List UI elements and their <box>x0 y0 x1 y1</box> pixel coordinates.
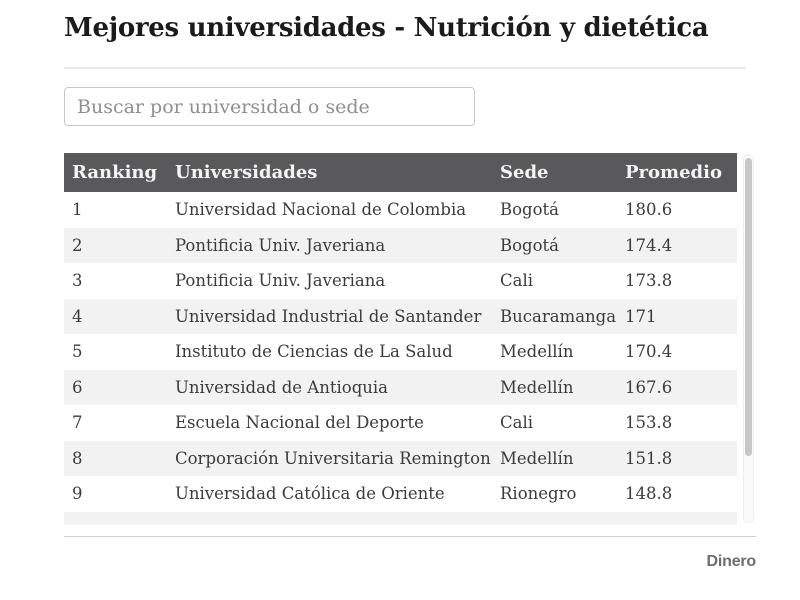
table-row: 8 Corporación Universitaria Remington Me… <box>64 440 737 476</box>
cell-sede: Medellín <box>500 342 574 362</box>
cell-universidad: Pontificia Univ. Javeriana <box>175 235 386 255</box>
cell-promedio: 170.4 <box>625 342 673 362</box>
cell-universidad: Universidad Industrial de Santander <box>175 306 482 326</box>
cell-sede: Bogotá <box>500 235 560 255</box>
cell-universidad: Instituto de Ciencias de La Salud <box>175 342 453 362</box>
cell-sede: Medellín <box>500 377 574 397</box>
title-divider <box>64 67 746 69</box>
cell-sede: Rionegro <box>500 484 577 504</box>
cell-promedio: 151.8 <box>625 448 673 468</box>
scrollbar-thumb[interactable] <box>745 158 752 456</box>
table-row: 2 Pontificia Univ. Javeriana Bogotá 174.… <box>64 227 737 263</box>
column-header-universidades: Universidades <box>175 153 500 192</box>
cell-promedio <box>625 512 737 526</box>
column-header-promedio: Promedio <box>625 153 737 192</box>
cell-ranking: 8 <box>72 448 83 468</box>
cell-universidad: Escuela Nacional del Deporte <box>175 413 424 433</box>
table-row: 7 Escuela Nacional del Deporte Cali 153.… <box>64 405 737 441</box>
cell-sede: Bogotá <box>500 200 560 220</box>
table-row: 5 Instituto de Ciencias de La Salud Mede… <box>64 334 737 370</box>
cell-ranking: 1 <box>72 200 83 220</box>
scrollbar-track[interactable] <box>743 154 754 523</box>
cell-promedio: 173.8 <box>625 271 673 291</box>
cell-ranking: 7 <box>72 413 83 433</box>
cell-sede: Cali <box>500 413 534 433</box>
cell-sede: Bucaramanga <box>500 306 617 326</box>
footer-divider <box>64 536 756 537</box>
cell-universidad: Universidad Nacional de Colombia <box>175 200 467 220</box>
page-title: Mejores universidades - Nutrición y diet… <box>64 13 709 43</box>
cell-promedio: 174.4 <box>625 235 673 255</box>
cell-ranking: 2 <box>72 235 83 255</box>
cell-ranking: 9 <box>72 484 83 504</box>
search-input[interactable] <box>64 87 475 126</box>
table-header-row: Ranking Universidades Sede Promedio <box>64 153 737 192</box>
cell-promedio: 180.6 <box>625 200 673 220</box>
cell-promedio: 167.6 <box>625 377 673 397</box>
cell-promedio: 148.8 <box>625 484 673 504</box>
ranking-table-container: Ranking Universidades Sede Promedio 1 Un… <box>64 153 756 525</box>
table-row: 1 Universidad Nacional de Colombia Bogot… <box>64 192 737 228</box>
cell-promedio: 171 <box>625 306 657 326</box>
table-row: 9 Universidad Católica de Oriente Rioneg… <box>64 476 737 512</box>
column-header-sede: Sede <box>500 153 625 192</box>
table-body: 1 Universidad Nacional de Colombia Bogot… <box>64 192 737 525</box>
table-row: 3 Pontificia Univ. Javeriana Cali 173.8 <box>64 263 737 299</box>
cell-ranking: 4 <box>72 306 83 326</box>
cell-sede: Medellín <box>500 448 574 468</box>
table-row-clipped <box>64 511 737 526</box>
cell-ranking <box>64 512 175 526</box>
cell-promedio: 153.8 <box>625 413 673 433</box>
cell-ranking: 3 <box>72 271 83 291</box>
cell-sede: Cali <box>500 271 534 291</box>
table-header: Ranking Universidades Sede Promedio <box>64 153 737 192</box>
cell-ranking: 5 <box>72 342 83 362</box>
dinero-logo: Dinero <box>706 553 757 570</box>
cell-universidad: Corporación Universitaria Remington <box>175 448 491 468</box>
column-header-ranking: Ranking <box>64 153 175 192</box>
cell-universidad: Pontificia Univ. Javeriana <box>175 271 386 291</box>
cell-ranking: 6 <box>72 377 83 397</box>
cell-universidad: Universidad Católica de Oriente <box>175 484 445 504</box>
ranking-table: Ranking Universidades Sede Promedio 1 Un… <box>64 153 737 525</box>
cell-sede <box>500 512 625 526</box>
cell-universidad <box>175 512 500 526</box>
cell-universidad: Universidad de Antioquia <box>175 377 388 397</box>
table-row: 6 Universidad de Antioquia Medellín 167.… <box>64 369 737 405</box>
table-row: 4 Universidad Industrial de Santander Bu… <box>64 298 737 334</box>
